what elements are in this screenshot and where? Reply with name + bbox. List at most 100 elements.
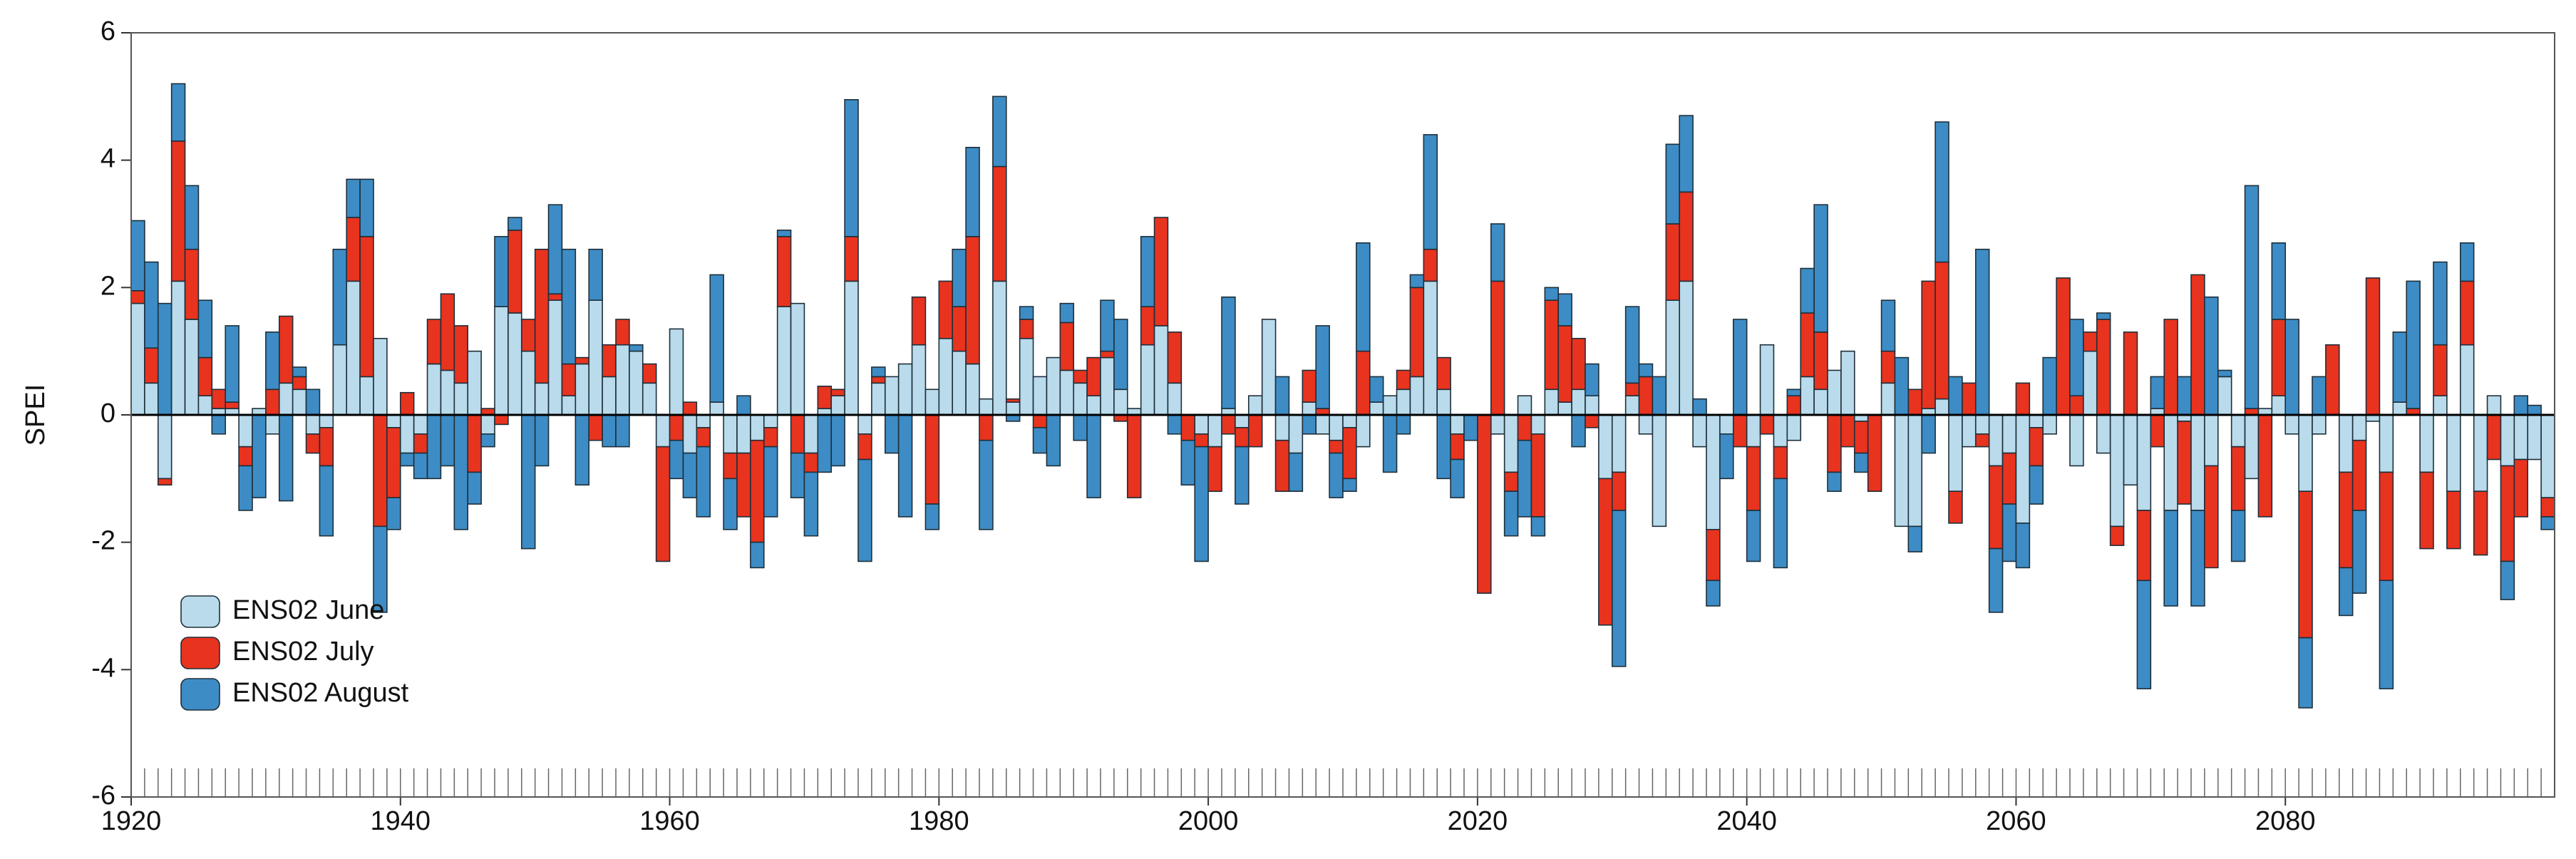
bar-segment	[2230, 446, 2246, 511]
bar-segment	[642, 363, 657, 384]
bar-segment	[1342, 427, 1357, 480]
bar-segment	[305, 389, 321, 416]
bar-segment	[924, 503, 940, 530]
bar-segment	[1530, 414, 1546, 435]
bar-segment	[2486, 395, 2502, 416]
bar-segment	[1274, 376, 1290, 416]
bar-segment	[1503, 471, 1519, 493]
bar-segment	[1288, 414, 1304, 454]
bar-segment	[1853, 421, 1869, 454]
bar-segment	[884, 414, 900, 454]
bar-segment	[1706, 528, 1721, 582]
y-tick-label: -4	[91, 653, 115, 683]
bar-segment	[2136, 580, 2152, 689]
bar-segment	[1530, 516, 1546, 537]
bar-segment	[1019, 319, 1034, 339]
bar-segment	[184, 185, 200, 250]
bar-segment	[2204, 296, 2219, 416]
bar-segment	[1732, 319, 1748, 416]
bar-segment	[2083, 350, 2098, 416]
bar-segment	[1921, 280, 1936, 409]
x-tick-label: 1940	[371, 806, 431, 836]
bar-segment	[1247, 395, 1263, 416]
bar-segment	[1624, 382, 1640, 396]
bar-segment	[2338, 414, 2354, 473]
bar-segment	[2500, 465, 2515, 562]
bar-segment	[292, 366, 307, 378]
bar-segment	[399, 452, 415, 467]
bar-segment	[1800, 376, 1815, 416]
legend-swatch	[180, 595, 220, 628]
bar-segment	[655, 414, 671, 448]
bar-segment	[2473, 490, 2488, 556]
bar-segment	[238, 446, 253, 467]
bar-segment	[857, 433, 872, 461]
bar-segment	[2001, 452, 2017, 505]
bar-segment	[2513, 458, 2529, 518]
bar-segment	[399, 391, 415, 416]
bar-segment	[399, 414, 415, 454]
bar-segment	[1934, 121, 1949, 263]
bar-segment	[1544, 389, 1560, 416]
bar-segment	[426, 363, 442, 416]
bar-segment	[319, 427, 334, 467]
bar-segment	[1652, 376, 1667, 416]
bar-segment	[1409, 287, 1425, 378]
bar-segment	[2190, 274, 2205, 416]
legend-swatch	[180, 678, 220, 711]
bar-segment	[1059, 322, 1075, 371]
bar-segment	[1827, 369, 1842, 416]
bar-segment	[2406, 280, 2421, 409]
bar-segment	[2083, 331, 2098, 352]
bar-segment	[1100, 299, 1115, 352]
bar-segment	[2096, 312, 2111, 320]
bar-segment	[1436, 389, 1451, 416]
bar-segment	[2217, 376, 2232, 416]
bar-segment	[440, 414, 455, 467]
bar-segment	[736, 414, 751, 454]
plot-frame	[130, 32, 2555, 798]
bar-segment	[1692, 414, 1707, 448]
bar-segment	[1907, 414, 1923, 528]
bar-segment	[602, 376, 617, 416]
bar-segment	[884, 376, 900, 416]
bar-segment	[170, 140, 186, 282]
bar-segment	[602, 414, 617, 448]
bar-segment	[1746, 414, 1761, 448]
bar-segment	[1247, 414, 1263, 448]
legend-label: ENS02 August	[232, 678, 409, 708]
bar-segment	[1235, 414, 1250, 428]
bar-segment	[1207, 446, 1222, 493]
bar-segment	[1827, 414, 1842, 473]
bar-segment	[1571, 389, 1586, 416]
bar-segment	[1948, 490, 1963, 524]
y-tick-label: 0	[101, 398, 115, 428]
bar-segment	[1423, 134, 1438, 250]
bar-segment	[386, 414, 401, 428]
bar-segment	[1140, 306, 1155, 346]
bar-segment	[265, 389, 280, 416]
bar-segment	[467, 471, 482, 505]
bar-segment	[332, 344, 348, 416]
bar-segment	[844, 99, 859, 237]
bar-segment	[1786, 389, 1802, 396]
bar-segment	[924, 389, 940, 416]
bar-segment	[830, 414, 845, 467]
bar-segment	[1140, 236, 1155, 307]
bar-segment	[803, 471, 819, 537]
x-tick-label: 2080	[2255, 806, 2316, 836]
bar-segment	[1315, 325, 1330, 409]
bar-segment	[1706, 580, 1721, 607]
bar-segment	[467, 350, 482, 416]
bar-segment	[1557, 401, 1572, 416]
bar-segment	[575, 414, 590, 486]
bar-segment	[1759, 414, 1775, 435]
bar-segment	[170, 83, 186, 142]
bar-segment	[2500, 560, 2515, 600]
bar-segment	[1571, 337, 1586, 391]
bar-segment	[1382, 395, 1398, 416]
legend-swatch	[180, 637, 220, 669]
bar-segment	[1423, 280, 1438, 416]
bar-segment	[952, 248, 967, 307]
y-axis-label: SPEI	[21, 384, 51, 446]
